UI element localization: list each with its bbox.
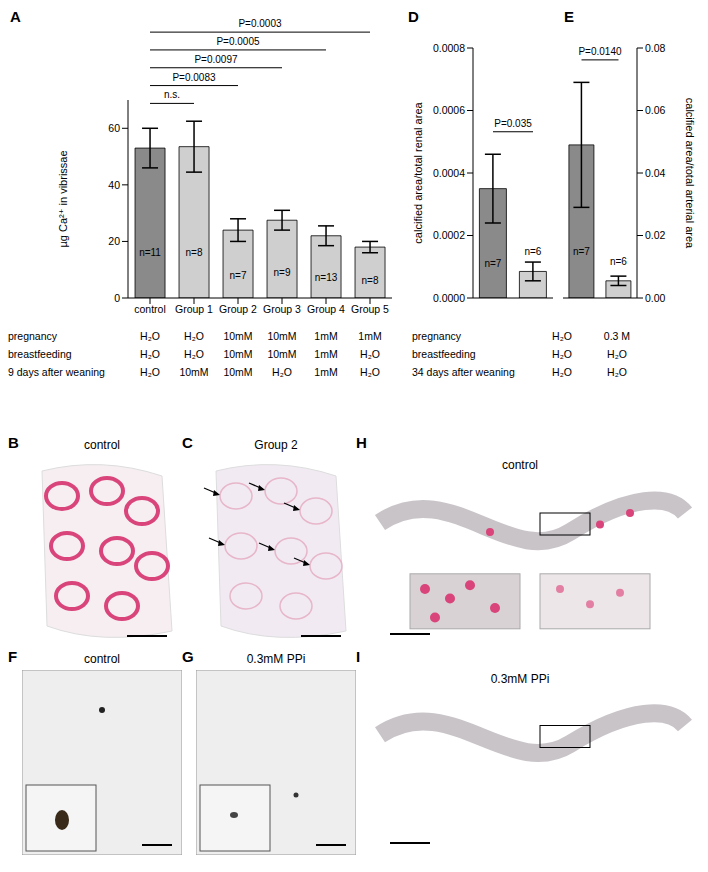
svg-text:0.0008: 0.0008 — [433, 42, 465, 54]
svg-text:0.0000: 0.0000 — [433, 292, 465, 304]
html-text:H: H — [356, 434, 367, 451]
svg-text:0.06: 0.06 — [645, 104, 666, 116]
html-text:H₂O: H₂O — [360, 348, 380, 360]
svg-text:0.0006: 0.0006 — [433, 104, 465, 116]
html-text:1mM: 1mM — [314, 330, 338, 342]
svg-text:n=9: n=9 — [274, 267, 291, 278]
svg-text:0.02: 0.02 — [645, 229, 666, 241]
html-text:0.3 M: 0.3 M — [603, 330, 631, 342]
html-text:D: D — [408, 8, 419, 25]
html-text:10mM: 10mM — [223, 366, 253, 378]
svg-text:0.04: 0.04 — [645, 167, 666, 179]
html-text:10mM: 10mM — [267, 348, 297, 360]
html-text:9 days after weaning: 9 days after weaning — [8, 366, 105, 378]
html-text:1mM: 1mM — [358, 330, 382, 342]
html-text:10mM: 10mM — [179, 366, 209, 378]
svg-text:µg Ca²⁺ in vibrissae: µg Ca²⁺ in vibrissae — [57, 150, 69, 247]
svg-text:0.0004: 0.0004 — [433, 167, 465, 179]
html-text:H₂O: H₂O — [552, 348, 572, 360]
svg-text:0.0002: 0.0002 — [433, 229, 465, 241]
svg-text:n=11: n=11 — [139, 247, 161, 258]
svg-text:n=6: n=6 — [524, 246, 541, 257]
html-text:B: B — [8, 434, 19, 451]
svg-text:n=7: n=7 — [230, 270, 247, 281]
svg-text:n=8: n=8 — [186, 247, 203, 258]
html-text:E: E — [564, 8, 574, 25]
html-text:breastfeeding: breastfeeding — [8, 348, 72, 360]
svg-text:n=6: n=6 — [610, 256, 627, 267]
html-text:10mM: 10mM — [267, 330, 297, 342]
html-text:H₂O: H₂O — [552, 330, 572, 342]
svg-text:n.s.: n.s. — [164, 89, 180, 100]
svg-text:Group 3: Group 3 — [263, 303, 301, 315]
html-text:Group 2: Group 2 — [254, 438, 298, 452]
html-text:H₂O: H₂O — [184, 348, 204, 360]
html-text:breastfeeding: breastfeeding — [412, 348, 476, 360]
svg-text:Group 4: Group 4 — [307, 303, 345, 315]
html-text:H₂O: H₂O — [607, 348, 627, 360]
svg-text:P=0.0097: P=0.0097 — [194, 54, 238, 65]
html-text:H₂O: H₂O — [607, 366, 627, 378]
svg-text:P=0.0083: P=0.0083 — [172, 72, 216, 83]
svg-text:n=7: n=7 — [573, 246, 590, 257]
html-text:10mM: 10mM — [223, 348, 253, 360]
html-text:C: C — [182, 434, 193, 451]
svg-text:n=13: n=13 — [315, 272, 338, 283]
svg-text:P=0.035: P=0.035 — [494, 118, 532, 129]
html-text:A: A — [10, 8, 21, 25]
svg-text:0.00: 0.00 — [645, 292, 666, 304]
svg-text:Group 5: Group 5 — [351, 303, 389, 315]
svg-text:20: 20 — [108, 235, 120, 247]
html-text:1mM: 1mM — [314, 348, 338, 360]
html-text:control: control — [84, 652, 120, 666]
svg-text:calcified area/total arterial: calcified area/total arterial area — [684, 98, 696, 249]
svg-text:P=0.0003: P=0.0003 — [238, 18, 282, 29]
svg-text:0.08: 0.08 — [645, 42, 666, 54]
svg-text:n=7: n=7 — [484, 258, 501, 269]
html-text:H₂O: H₂O — [184, 330, 204, 342]
html-text:H₂O: H₂O — [140, 366, 160, 378]
svg-text:Group 1: Group 1 — [175, 303, 213, 315]
html-text:0.3mM PPi: 0.3mM PPi — [246, 652, 306, 666]
html-text:1mM: 1mM — [314, 366, 338, 378]
html-text:H₂O: H₂O — [272, 366, 292, 378]
html-text:H₂O: H₂O — [140, 348, 160, 360]
html-text:F: F — [8, 648, 18, 665]
html-text:I: I — [356, 648, 361, 665]
svg-text:60: 60 — [108, 122, 120, 134]
html-text:H₂O: H₂O — [552, 366, 572, 378]
html-text:0.3mM PPi: 0.3mM PPi — [490, 672, 550, 686]
svg-text:n=8: n=8 — [362, 275, 379, 286]
svg-text:P=0.0140: P=0.0140 — [578, 46, 622, 57]
svg-text:0: 0 — [114, 292, 120, 304]
svg-text:Group 2: Group 2 — [219, 303, 257, 315]
html-text:G: G — [182, 648, 194, 665]
html-text:H₂O: H₂O — [140, 330, 160, 342]
html-text:H₂O: H₂O — [360, 366, 380, 378]
html-text:pregnancy: pregnancy — [8, 330, 57, 342]
svg-text:40: 40 — [108, 179, 120, 191]
svg-text:P=0.0005: P=0.0005 — [216, 36, 260, 47]
html-text:pregnancy: pregnancy — [412, 330, 461, 342]
svg-text:control: control — [134, 303, 166, 315]
html-text:control: control — [84, 438, 120, 452]
html-text:control: control — [502, 458, 538, 472]
html-text:34 days after weaning: 34 days after weaning — [412, 366, 515, 378]
html-text:10mM: 10mM — [223, 330, 253, 342]
svg-text:calcified area/total renal are: calcified area/total renal area — [412, 101, 424, 243]
